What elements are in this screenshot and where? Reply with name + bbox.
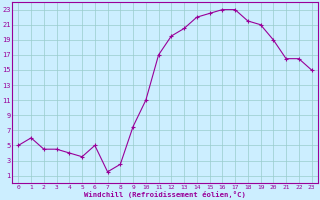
X-axis label: Windchill (Refroidissement éolien,°C): Windchill (Refroidissement éolien,°C): [84, 191, 246, 198]
